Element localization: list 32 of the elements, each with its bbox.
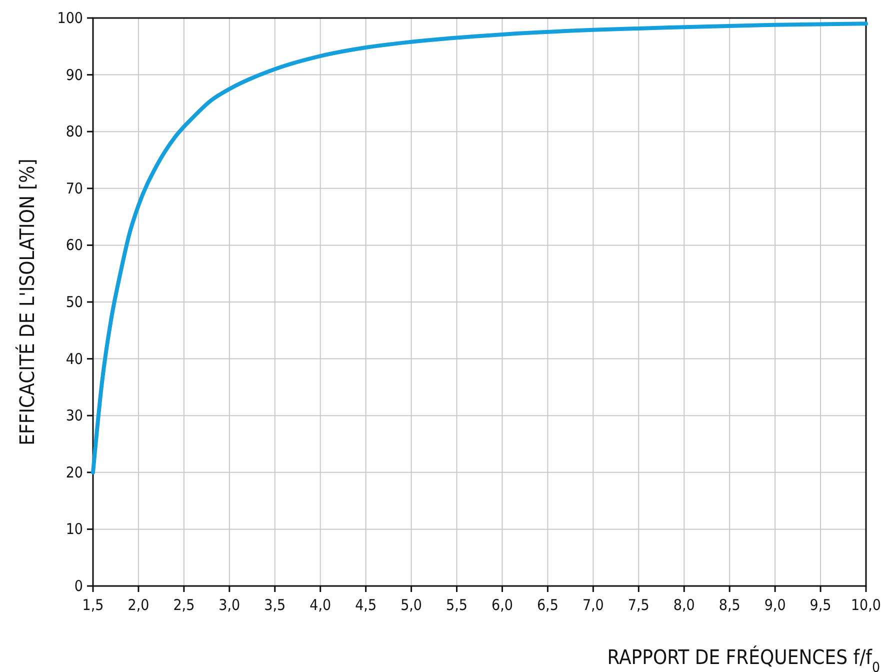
y-axis-title: EFFICACITÉ DE L'ISOLATION [%]	[15, 158, 39, 446]
x-tick-label: 4,5	[355, 596, 377, 614]
x-tick-label: 9,5	[810, 596, 832, 614]
x-tick-label: 5,0	[400, 596, 422, 614]
x-tick-label: 3,0	[218, 596, 240, 614]
x-tick-label: 4,0	[310, 596, 332, 614]
y-tick-label: 50	[66, 293, 83, 311]
y-tick-label: 10	[66, 520, 83, 538]
x-tick-label: 6,0	[492, 596, 513, 614]
x-tick-label: 7,0	[582, 596, 604, 614]
x-tick-label: 7,5	[628, 596, 650, 614]
x-tick-label: 10,0	[850, 596, 882, 614]
y-tick-label: 70	[66, 179, 83, 198]
x-tick-label: 2,0	[128, 596, 150, 614]
y-tick-label: 80	[66, 122, 83, 141]
y-tick-label: 40	[66, 350, 83, 368]
line-series	[91, 22, 868, 474]
x-tick-label: 3,5	[264, 596, 286, 614]
x-tick-label: 8,0	[673, 596, 695, 614]
x-tick-label: 1,5	[82, 596, 104, 614]
x-tick-label: 6,5	[536, 596, 558, 614]
y-tick-label: 20	[66, 463, 83, 482]
y-tick-label: 100	[57, 9, 83, 27]
y-tick-label: 30	[66, 406, 83, 425]
y-tick-label: 90	[66, 66, 83, 84]
y-tick-label: 60	[66, 236, 83, 254]
x-tick-label: 2,5	[173, 596, 195, 614]
x-tick-label: 9,0	[764, 596, 786, 614]
x-tick-label: 5,5	[446, 596, 468, 614]
y-tick-label: 0	[74, 577, 83, 595]
x-axis-title: RAPPORT DE FRÉQUENCES f/f$_{0}$	[607, 645, 880, 672]
x-tick-label: 8,5	[718, 596, 740, 614]
